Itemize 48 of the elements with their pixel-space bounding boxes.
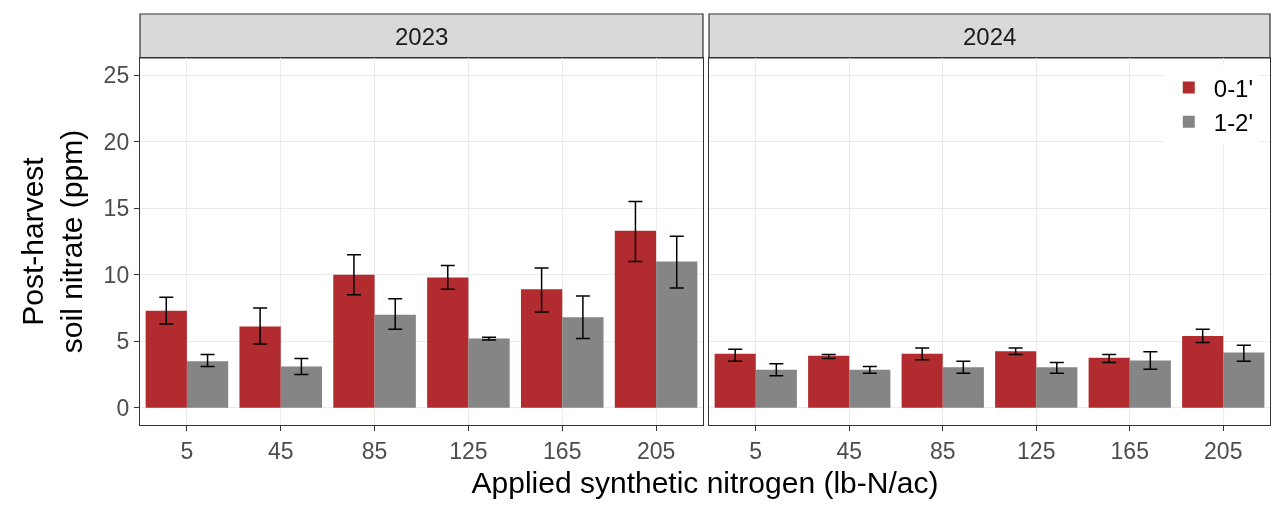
bar xyxy=(656,261,698,408)
bar xyxy=(239,326,281,408)
y-tick-label: 10 xyxy=(103,261,130,288)
bar xyxy=(186,361,229,408)
y-tick-label: 5 xyxy=(116,328,130,355)
x-tick-label: 45 xyxy=(836,437,863,464)
bar xyxy=(520,289,563,408)
x-tick-label: 85 xyxy=(361,437,388,464)
x-tick-label: 165 xyxy=(543,437,582,464)
y-tick-label: 25 xyxy=(103,62,130,89)
y-tick-label: 20 xyxy=(103,128,130,155)
x-tick-label: 45 xyxy=(267,437,294,464)
bar xyxy=(468,338,510,408)
bar xyxy=(1129,360,1171,408)
bar xyxy=(1223,352,1265,408)
y-axis-title: Post-harvest soil nitrate (ppm) xyxy=(15,129,88,354)
x-tick-label: 5 xyxy=(749,437,763,464)
legend-label: 0-1' xyxy=(1213,74,1254,102)
x-tick-label: 205 xyxy=(636,437,676,464)
bar xyxy=(427,277,469,408)
chart-title: 2024 xyxy=(963,23,1017,50)
x-tick-label: 205 xyxy=(1204,437,1243,464)
y-tick-label: 15 xyxy=(103,195,130,222)
bar xyxy=(562,317,604,408)
chart-title: 2023 xyxy=(395,23,449,50)
x-tick-label: 165 xyxy=(1110,437,1149,464)
bar xyxy=(333,274,375,408)
bar xyxy=(1182,335,1224,408)
bar xyxy=(901,353,943,408)
bar xyxy=(808,355,850,408)
y-tick-label: 0 xyxy=(116,394,130,421)
bar xyxy=(995,351,1037,408)
bar xyxy=(614,230,657,408)
bar xyxy=(714,353,756,408)
bar xyxy=(1088,357,1130,408)
bar xyxy=(849,369,891,408)
bar xyxy=(280,366,323,408)
legend-label: 1-2' xyxy=(1213,109,1254,136)
x-axis-title: Applied synthetic nitrogen (lb-N/ac) xyxy=(470,466,940,500)
bar xyxy=(374,314,416,408)
x-tick-label: 125 xyxy=(1017,437,1056,464)
bar xyxy=(755,369,797,408)
bar xyxy=(942,367,984,408)
bar xyxy=(145,310,187,408)
bar xyxy=(1036,367,1078,408)
x-tick-label: 5 xyxy=(180,437,194,464)
x-tick-label: 125 xyxy=(449,437,488,464)
x-tick-label: 85 xyxy=(929,437,956,464)
